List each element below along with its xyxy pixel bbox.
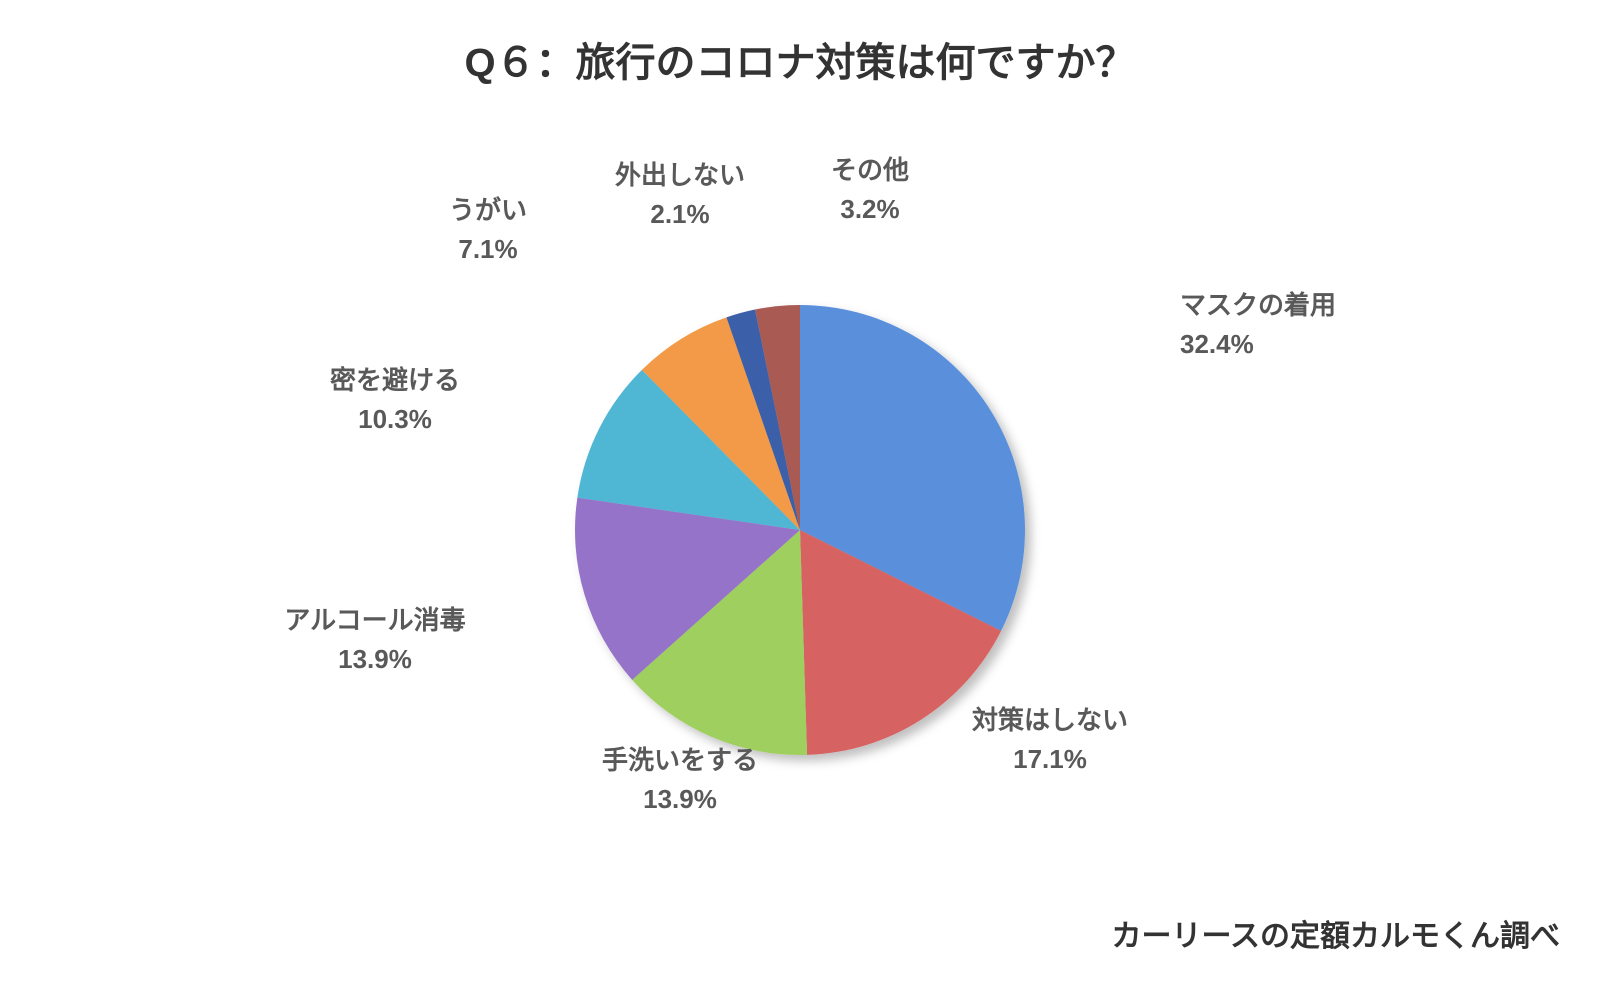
slice-label-value: 7.1%	[449, 230, 527, 269]
slice-label: 外出しない2.1%	[615, 156, 745, 234]
slice-label-value: 10.3%	[330, 400, 460, 439]
slice-label: うがい7.1%	[449, 191, 527, 269]
slice-label-name: 密を避ける	[330, 361, 460, 400]
slice-label-value: 32.4%	[1180, 325, 1336, 364]
chart-container: Q６：旅行のコロナ対策は何ですか？ マスクの着用32.4% 対策はしない17.1%…	[0, 0, 1600, 985]
slice-label-name: 対策はしない	[972, 701, 1128, 740]
slice-label-name: その他	[831, 151, 909, 190]
chart-title: Q６：旅行のコロナ対策は何ですか？	[0, 30, 1600, 88]
slice-label-value: 17.1%	[972, 740, 1128, 779]
slice-label-value: 2.1%	[615, 195, 745, 234]
slice-label-name: アルコール消毒	[284, 601, 465, 640]
chart-footer: カーリースの定額カルモくん調べ	[1112, 911, 1561, 955]
slice-label: アルコール消毒13.9%	[284, 601, 465, 679]
slice-label: その他3.2%	[831, 151, 909, 229]
slice-label: 手洗いをする13.9%	[602, 741, 758, 819]
slice-label-name: 手洗いをする	[602, 741, 758, 780]
slice-label: 対策はしない17.1%	[972, 701, 1128, 779]
slice-label-name: 外出しない	[615, 156, 745, 195]
slice-label-value: 13.9%	[284, 640, 465, 679]
slice-label-value: 3.2%	[831, 190, 909, 229]
slice-label-name: うがい	[449, 191, 527, 230]
chart-area: マスクの着用32.4%対策はしない17.1%手洗いをする13.9%アルコール消毒…	[0, 150, 1600, 870]
slice-label-name: マスクの着用	[1180, 286, 1336, 325]
slice-label: マスクの着用32.4%	[1180, 286, 1336, 364]
slice-label: 密を避ける10.3%	[330, 361, 460, 439]
slice-label-value: 13.9%	[602, 780, 758, 819]
